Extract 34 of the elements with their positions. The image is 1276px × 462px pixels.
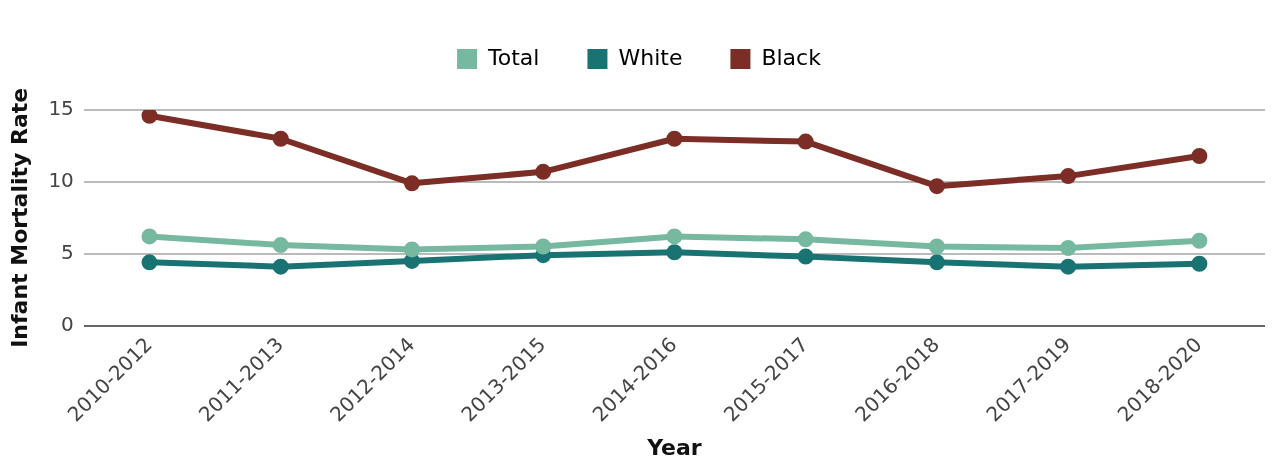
- y-tick-label: 15: [48, 96, 74, 121]
- x-axis-title: Year: [646, 434, 702, 460]
- point: [797, 248, 814, 265]
- y-tick-label: 10: [48, 168, 74, 193]
- y-tick-label: 0: [61, 311, 74, 336]
- point: [272, 130, 289, 147]
- point: [928, 238, 945, 255]
- point: [666, 228, 683, 245]
- point: [141, 110, 158, 124]
- point: [666, 130, 683, 147]
- point: [1060, 168, 1077, 185]
- point: [272, 237, 289, 254]
- legend-label: Total: [487, 44, 540, 70]
- point: [535, 238, 552, 255]
- point: [928, 178, 945, 195]
- y-tick-label: 5: [61, 239, 74, 264]
- point: [141, 254, 158, 271]
- point: [1191, 232, 1208, 249]
- point: [666, 244, 683, 261]
- point: [797, 231, 814, 248]
- point: [797, 133, 814, 150]
- legend-label: Black: [761, 44, 822, 70]
- point: [535, 163, 552, 180]
- point: [272, 258, 289, 275]
- point: [403, 175, 420, 192]
- y-axis-title: Infant Mortality Rate: [6, 87, 32, 348]
- point: [141, 228, 158, 245]
- point: [1191, 147, 1208, 164]
- point: [403, 241, 420, 258]
- point: [1191, 255, 1208, 272]
- point: [928, 254, 945, 271]
- point: [1060, 258, 1077, 275]
- legend-label: White: [618, 44, 683, 70]
- point: [1060, 239, 1077, 256]
